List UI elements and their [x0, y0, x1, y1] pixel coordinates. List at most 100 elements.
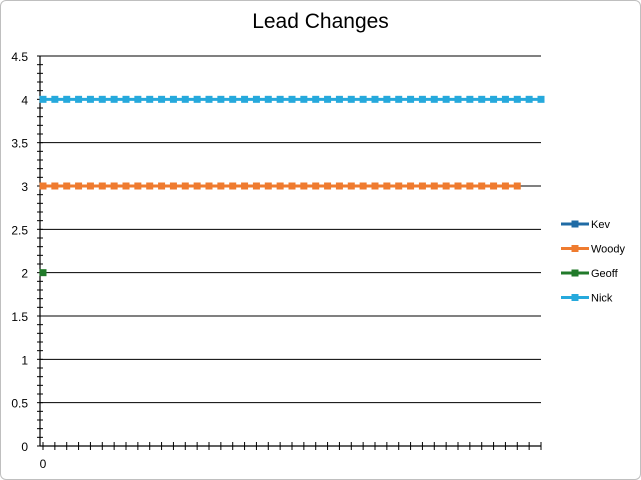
data-point-woody: [39, 182, 47, 190]
data-point-woody: [466, 182, 474, 190]
data-point-nick: [229, 95, 237, 103]
legend-label-kev: Kev: [591, 219, 610, 231]
legend-marker-geoff: [571, 269, 579, 277]
data-point-nick: [418, 95, 426, 103]
data-point-woody: [300, 182, 308, 190]
data-point-woody: [75, 182, 83, 190]
data-point-nick: [359, 95, 367, 103]
data-point-nick: [525, 95, 533, 103]
y-tick-label: 4: [21, 93, 28, 107]
data-point-woody: [134, 182, 142, 190]
data-point-nick: [324, 95, 332, 103]
data-point-nick: [51, 95, 59, 103]
data-point-woody: [110, 182, 118, 190]
data-point-nick: [63, 95, 71, 103]
data-point-woody: [276, 182, 284, 190]
data-point-woody: [217, 182, 225, 190]
data-point-nick: [442, 95, 450, 103]
data-point-woody: [181, 182, 189, 190]
data-point-woody: [383, 182, 391, 190]
data-point-nick: [490, 95, 498, 103]
data-point-woody: [454, 182, 462, 190]
data-point-woody: [252, 182, 260, 190]
data-point-nick: [300, 95, 308, 103]
data-point-geoff: [39, 269, 47, 277]
y-tick-label: 0.5: [11, 397, 28, 411]
data-point-woody: [205, 182, 213, 190]
y-tick-label: 4.5: [11, 50, 28, 64]
data-point-nick: [86, 95, 94, 103]
data-point-woody: [264, 182, 272, 190]
data-point-woody: [442, 182, 450, 190]
data-point-nick: [264, 95, 272, 103]
data-point-nick: [347, 95, 355, 103]
data-point-woody: [158, 182, 166, 190]
data-point-nick: [312, 95, 320, 103]
chart-title: Lead Changes: [252, 10, 389, 33]
data-point-woody: [490, 182, 498, 190]
data-point-nick: [39, 95, 47, 103]
data-point-nick: [122, 95, 130, 103]
data-point-nick: [169, 95, 177, 103]
data-point-woody: [63, 182, 71, 190]
legend-marker-nick: [571, 294, 579, 301]
data-point-nick: [371, 95, 379, 103]
data-point-woody: [98, 182, 106, 190]
data-point-woody: [335, 182, 343, 190]
data-point-woody: [241, 182, 249, 190]
data-point-nick: [407, 95, 415, 103]
y-tick-label: 0: [21, 440, 28, 454]
data-point-woody: [513, 182, 521, 190]
data-point-woody: [312, 182, 320, 190]
data-point-nick: [217, 95, 225, 103]
x-tick-label: 0: [40, 457, 47, 471]
y-tick-label: 2: [21, 267, 28, 281]
data-point-nick: [98, 95, 106, 103]
y-tick-label: 2.5: [11, 223, 28, 237]
data-point-nick: [205, 95, 213, 103]
data-point-nick: [75, 95, 83, 103]
data-point-nick: [146, 95, 154, 103]
legend-marker-woody: [571, 245, 579, 252]
data-point-nick: [276, 95, 284, 103]
data-point-woody: [478, 182, 486, 190]
data-point-woody: [146, 182, 154, 190]
data-point-woody: [395, 182, 403, 190]
data-point-nick: [335, 95, 343, 103]
data-point-woody: [51, 182, 59, 190]
y-tick-label: 3.5: [11, 137, 28, 151]
data-point-nick: [537, 95, 545, 103]
data-point-nick: [513, 95, 521, 103]
legend-label-woody: Woody: [591, 244, 626, 256]
data-point-woody: [407, 182, 415, 190]
data-point-woody: [347, 182, 355, 190]
data-point-nick: [288, 95, 296, 103]
data-point-nick: [383, 95, 391, 103]
data-point-nick: [466, 95, 474, 103]
data-point-nick: [134, 95, 142, 103]
data-point-nick: [395, 95, 403, 103]
data-point-nick: [430, 95, 438, 103]
data-point-nick: [252, 95, 260, 103]
data-point-woody: [229, 182, 237, 190]
y-tick-label: 1.5: [11, 310, 28, 324]
y-tick-label: 1: [21, 353, 28, 367]
data-point-woody: [169, 182, 177, 190]
legend-marker-kev: [571, 220, 579, 228]
data-point-woody: [288, 182, 296, 190]
data-point-nick: [501, 95, 509, 103]
data-point-nick: [181, 95, 189, 103]
data-point-woody: [122, 182, 130, 190]
legend-label-geoff: Geoff: [591, 268, 619, 280]
data-point-woody: [193, 182, 201, 190]
data-point-nick: [478, 95, 486, 103]
data-point-woody: [359, 182, 367, 190]
data-point-woody: [430, 182, 438, 190]
data-point-nick: [158, 95, 166, 103]
data-point-nick: [193, 95, 201, 103]
data-point-woody: [501, 182, 509, 190]
legend-label-nick: Nick: [591, 293, 613, 305]
data-point-woody: [86, 182, 94, 190]
